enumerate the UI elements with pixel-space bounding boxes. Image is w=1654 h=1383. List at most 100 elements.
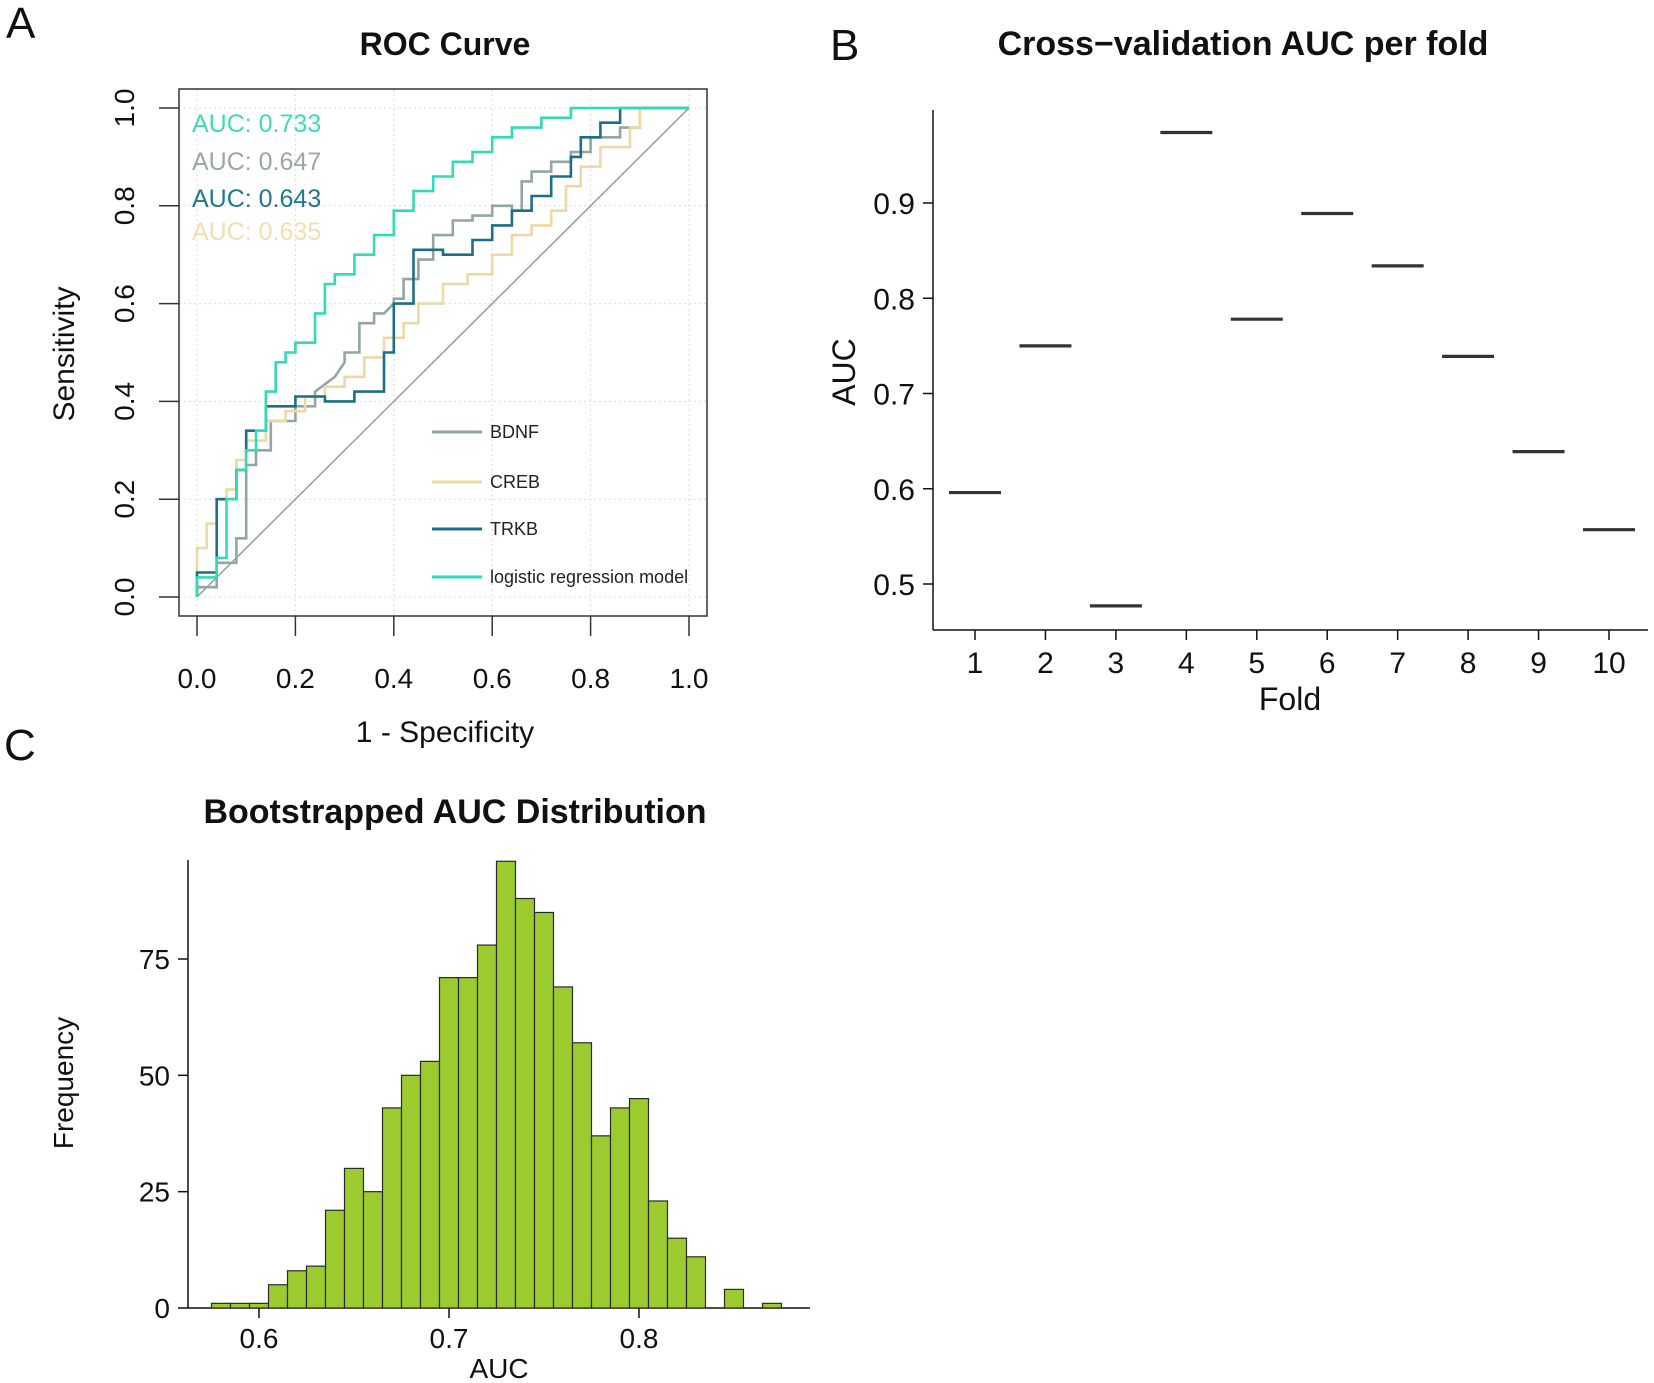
boot-y-axis: 0 25 50 75 [139, 944, 188, 1324]
boot-x-axis: 0.6 0.7 0.8 [240, 1308, 659, 1354]
cv-x-tick-label: 3 [1108, 647, 1125, 680]
histogram-bar [457, 977, 479, 1309]
histogram-bar [666, 1237, 688, 1309]
cv-y-tick-label: 0.6 [873, 474, 915, 507]
roc-y-tick-label: 0.8 [109, 186, 140, 225]
histogram-bar [438, 977, 460, 1309]
roc-y-tick-label: 0.0 [109, 578, 140, 617]
legend-label-creb: CREB [490, 472, 540, 492]
histogram-bar [381, 1107, 403, 1309]
roc-curve-trkb [195, 106, 689, 597]
cv-title: Cross−validation AUC per fold [998, 25, 1489, 63]
cv-x-tick-label: 9 [1530, 647, 1547, 680]
boot-y-tick-label: 75 [139, 944, 170, 975]
roc-auc-labels: AUC: 0.733 AUC: 0.647 AUC: 0.643 AUC: 0.… [192, 110, 321, 246]
histogram-bar [229, 1302, 251, 1309]
boot-ylabel: Frequency [48, 1017, 79, 1149]
boot-x-tick-label: 0.6 [240, 1323, 279, 1354]
roc-diagonal-reference [196, 107, 690, 598]
histogram-bar [343, 1167, 365, 1309]
auc-label-trkb: AUC: 0.643 [192, 185, 321, 213]
histogram-bar [419, 1060, 441, 1309]
roc-chart: ROC Curve 0.0 0.2 0.4 0.6 0.8 1.0 0.00.20.40.… [48, 26, 708, 749]
boot-title: Bootstrapped AUC Distribution [203, 793, 706, 831]
roc-x-tick-label: 0.6 [473, 663, 512, 694]
roc-x-tick-label: 0.4 [374, 663, 413, 694]
histogram-bar [723, 1288, 745, 1309]
cv-x-tick-label: 8 [1460, 647, 1477, 680]
boot-xlabel: AUC [469, 1353, 528, 1383]
cv-ylabel: AUC [826, 338, 862, 406]
roc-title: ROC Curve [360, 26, 531, 62]
histogram-bar [267, 1284, 289, 1309]
histogram-bar [514, 897, 536, 1309]
histogram-bar [248, 1302, 270, 1309]
auc-label-logistic: AUC: 0.733 [192, 110, 321, 138]
cv-x-tick-label: 1 [967, 647, 984, 680]
roc-y-tick-label: 0.2 [109, 480, 140, 519]
histogram-bar [305, 1265, 327, 1309]
cv-y-tick-label: 0.8 [873, 283, 915, 316]
histogram-bar [324, 1209, 346, 1309]
cv-xlabel: Fold [1259, 681, 1321, 717]
histogram-bar [590, 1135, 612, 1309]
cv-x-axis: 1 2 3 4 5 6 7 8 9 10 [967, 630, 1626, 680]
roc-plot-frame [178, 88, 708, 617]
boot-chart: Bootstrapped AUC Distribution 0.6 0.7 0.8 … [48, 793, 810, 1383]
roc-x-axis: 0.0 0.2 0.4 0.6 0.8 1.0 [178, 616, 709, 694]
histogram-bar [476, 944, 498, 1309]
histogram-bar [685, 1256, 707, 1309]
cv-x-tick-label: 10 [1592, 647, 1625, 680]
histogram-bar [628, 1097, 650, 1309]
histogram-bar [495, 860, 517, 1309]
histogram-bar [571, 1042, 593, 1309]
roc-xlabel: 1 - Specificity [356, 716, 534, 749]
histogram-bar [210, 1302, 232, 1309]
cv-x-tick-label: 4 [1178, 647, 1195, 680]
boot-y-tick-label: 25 [139, 1177, 170, 1208]
roc-curve-logistic [195, 106, 689, 597]
cv-x-tick-label: 5 [1248, 647, 1265, 680]
cv-y-tick-label: 0.7 [873, 379, 915, 412]
cv-y-axis: 0.5 0.6 0.7 0.8 0.9 [873, 188, 933, 602]
boot-x-tick-label: 0.7 [430, 1323, 469, 1354]
cv-y-tick-label: 0.9 [873, 188, 915, 221]
histogram-bar [609, 1107, 631, 1309]
roc-ylabel: Sensitivity [48, 286, 81, 421]
cv-x-tick-label: 7 [1389, 647, 1406, 680]
legend-label-trkb: TRKB [490, 519, 538, 539]
roc-legend: BDNF CREB TRKB logistic regression model [432, 422, 688, 587]
cv-y-tick-label: 0.5 [873, 569, 915, 602]
histogram-bar [552, 986, 574, 1309]
auc-label-bdnf: AUC: 0.647 [192, 148, 321, 176]
panel-letter-c: C [4, 721, 36, 770]
roc-y-tick-label: 0.6 [109, 284, 140, 323]
roc-x-tick-label: 0.2 [276, 663, 315, 694]
histogram-bar [362, 1191, 384, 1309]
histogram-bar [400, 1074, 422, 1309]
panel-letter-b: B [830, 21, 859, 70]
auc-label-creb: AUC: 0.635 [192, 218, 321, 246]
cv-x-tick-label: 6 [1319, 647, 1336, 680]
legend-label-bdnf: BDNF [490, 422, 539, 442]
panel-letter-a: A [6, 0, 36, 48]
boot-y-tick-label: 0 [154, 1293, 170, 1324]
roc-x-tick-label: 1.0 [670, 663, 709, 694]
roc-series-layer [195, 106, 689, 597]
legend-label-logistic: logistic regression model [490, 567, 688, 587]
boot-bars-layer [210, 860, 783, 1309]
roc-y-axis: 0.0 0.2 0.4 0.6 0.8 1.0 [109, 89, 179, 617]
histogram-bar [647, 1200, 669, 1309]
boot-x-tick-label: 0.8 [620, 1323, 659, 1354]
histogram-bar [286, 1270, 308, 1309]
roc-y-tick-label: 0.4 [109, 382, 140, 421]
histogram-bar [761, 1302, 783, 1309]
histogram-bar [533, 911, 555, 1309]
cv-marks-layer [949, 130, 1635, 608]
boot-y-tick-label: 50 [139, 1060, 170, 1091]
roc-y-tick-label: 1.0 [109, 89, 140, 128]
roc-x-tick-label: 0.8 [571, 663, 610, 694]
roc-x-tick-label: 0.0 [178, 663, 217, 694]
